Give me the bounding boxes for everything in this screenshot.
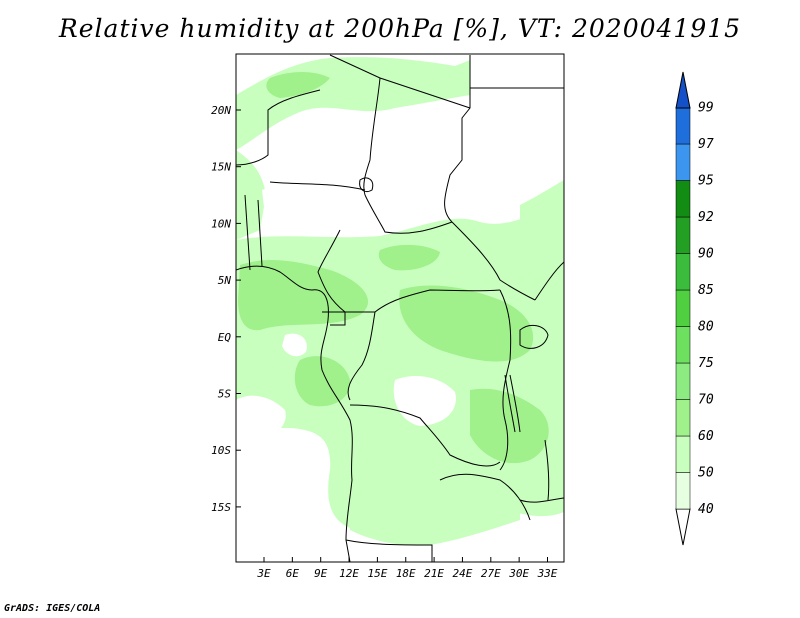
colorbar-label: 90 bbox=[698, 247, 714, 262]
map-frame bbox=[235, 53, 565, 563]
lat-tick-label: EQ bbox=[218, 331, 232, 344]
colorbar-label: 99 bbox=[698, 101, 714, 116]
lon-tick-label: 6E bbox=[286, 567, 300, 580]
lon-tick-label: 30E bbox=[508, 567, 529, 580]
border-cameroon bbox=[317, 229, 375, 313]
colorbar: 40 50 60 70 75 80 85 90 92 95 97 99 bbox=[675, 71, 714, 546]
colorbar-label: 70 bbox=[698, 393, 714, 408]
humidity-area-south bbox=[350, 435, 520, 546]
lat-tick-label: 15N bbox=[211, 161, 231, 174]
humidity-patch-e bbox=[266, 72, 330, 98]
colorbar-label: 92 bbox=[698, 210, 714, 225]
colorbar-segment bbox=[675, 435, 691, 473]
border-niger-west bbox=[236, 89, 321, 166]
humidity-shading bbox=[236, 57, 564, 562]
border-sudan-southsudan bbox=[451, 221, 536, 301]
humidity-patch-d bbox=[294, 356, 351, 407]
dry-zone-sahel bbox=[262, 182, 364, 233]
humidity-patch-a bbox=[238, 260, 369, 331]
colorbar-high-arrow bbox=[675, 71, 691, 109]
colorbar-label: 80 bbox=[698, 320, 714, 335]
colorbar-label: 85 bbox=[698, 283, 714, 298]
humidity-patch-c bbox=[470, 388, 549, 464]
dry-zone-gabon bbox=[282, 333, 307, 357]
dry-zone-coast bbox=[236, 395, 286, 439]
lake-victoria bbox=[519, 324, 549, 349]
lat-tick-label: 5S bbox=[218, 388, 232, 401]
grads-credit: GrADS: IGES/COLA bbox=[4, 603, 101, 614]
border-tanzania-mozambique bbox=[519, 497, 564, 503]
border-ethiopia bbox=[534, 261, 564, 301]
humidity-area-west bbox=[236, 150, 266, 240]
lon-tick-label: 33E bbox=[537, 567, 558, 580]
lon-tick-label: 3E bbox=[256, 567, 271, 580]
border-benin-togo bbox=[244, 194, 263, 271]
lon-tick-label: 24E bbox=[453, 567, 473, 580]
border-chad-niger bbox=[363, 77, 381, 196]
lon-tick-label: 15E bbox=[367, 567, 387, 580]
dry-zone-congo bbox=[393, 376, 456, 426]
colorbar-segment bbox=[675, 216, 691, 254]
lat-tick-label: 20N bbox=[211, 104, 231, 117]
lon-tick-label: 27E bbox=[481, 567, 501, 580]
colorbar-segment bbox=[675, 289, 691, 327]
dry-zone-north bbox=[340, 118, 379, 148]
border-gabon bbox=[322, 311, 346, 326]
latitude-axis: 20N 15N 10N 5N EQ 5S 10S 15S bbox=[211, 104, 241, 514]
colorbar-segment bbox=[675, 472, 691, 510]
colorbar-segment bbox=[675, 399, 691, 437]
colorbar-segment bbox=[675, 362, 691, 400]
border-drc-east bbox=[499, 289, 512, 471]
border-car-drc bbox=[374, 289, 501, 313]
lat-tick-label: 5N bbox=[218, 274, 232, 287]
colorbar-segment bbox=[675, 326, 691, 364]
border-angola-namibia bbox=[345, 539, 433, 562]
lake-chad bbox=[359, 177, 374, 193]
colorbar-segment bbox=[675, 180, 691, 218]
colorbar-segment bbox=[675, 143, 691, 181]
lon-tick-label: 18E bbox=[396, 567, 416, 580]
lat-tick-label: 10S bbox=[211, 444, 231, 457]
country-borders bbox=[236, 54, 564, 562]
border-chad-car bbox=[364, 194, 453, 234]
border-chad-sudan bbox=[444, 55, 471, 223]
lat-tick-label: 10N bbox=[211, 217, 231, 230]
colorbar-label: 40 bbox=[698, 502, 714, 517]
lon-tick-label: 21E bbox=[424, 567, 444, 580]
colorbar-label: 75 bbox=[698, 356, 714, 371]
longitude-axis: 3E 6E 9E 12E 15E 18E 21E 24E 27E 30E 33E bbox=[256, 557, 558, 580]
lake-malawi bbox=[544, 439, 550, 501]
humidity-patch-f bbox=[378, 244, 440, 271]
colorbar-label: 97 bbox=[698, 137, 714, 152]
border-zambia bbox=[439, 473, 531, 521]
colorbar-label: 50 bbox=[698, 466, 714, 481]
colorbar-segment bbox=[675, 253, 691, 291]
border-niger-nigeria bbox=[269, 181, 366, 191]
lon-tick-label: 12E bbox=[339, 567, 359, 580]
border-drc-angola bbox=[349, 404, 501, 467]
map-title: Relative humidity at 200hPa [%], VT: 202… bbox=[58, 14, 742, 43]
lon-tick-label: 9E bbox=[314, 567, 328, 580]
dry-zone-far-south bbox=[236, 475, 330, 562]
colorbar-label: 95 bbox=[698, 174, 714, 189]
border-congo-drc bbox=[347, 311, 376, 401]
humidity-patch-b bbox=[399, 285, 534, 362]
colorbar-label: 60 bbox=[698, 429, 714, 444]
humidity-area-east bbox=[520, 180, 564, 256]
lake-tanganyika bbox=[504, 374, 521, 433]
lat-tick-label: 15S bbox=[211, 501, 231, 514]
colorbar-low-arrow bbox=[675, 508, 691, 546]
coastline-west-africa bbox=[236, 265, 353, 562]
colorbar-segment bbox=[675, 107, 691, 145]
